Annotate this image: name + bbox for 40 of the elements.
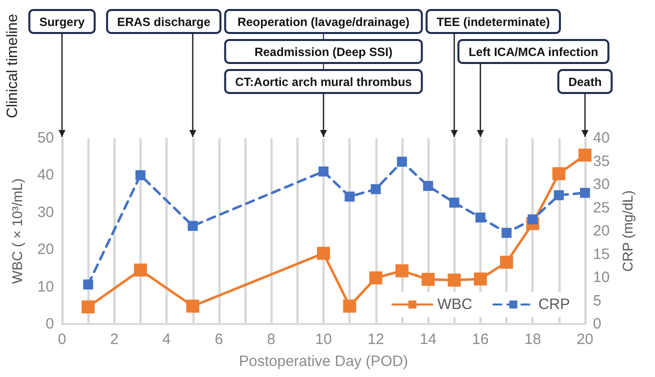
y2-tick-label: 40 [593, 130, 610, 146]
y-tick-label: 0 [46, 316, 54, 332]
ref-line-label: TEE (indeterminate) [436, 15, 550, 29]
x-tick-label: 6 [214, 331, 224, 348]
x-tick-label: 18 [524, 331, 542, 348]
x-tick-label: 16 [472, 331, 489, 348]
y-tick-label: 30 [37, 204, 54, 221]
x-tick-label: 2 [110, 331, 118, 348]
x-tick-label: 12 [367, 331, 384, 348]
y2-tick-label: 25 [593, 199, 610, 216]
x-tick-label: 20 [576, 331, 594, 348]
ref-line-label: ERAS discharge [117, 15, 211, 29]
x-tick-label: 10 [315, 331, 332, 348]
y2-tick-label: 20 [593, 222, 610, 240]
legend-label: CRP [538, 296, 570, 313]
ref-line-label: Reoperation (lavage/drainage) [237, 15, 410, 29]
ref-line-label: Surgery [39, 15, 85, 29]
y2-tick-label: 5 [593, 292, 602, 310]
y2-axis-title: CRP (mg/dL) [620, 190, 636, 272]
y2-tick-label: 30 [593, 176, 610, 193]
legend-label: WBC [437, 296, 472, 313]
y2-tick-label: 15 [593, 246, 610, 263]
y2-tick-label: 0 [593, 316, 602, 332]
x-tick-label: 0 [58, 331, 66, 348]
ref-line-label: CT:Aortic arch mural thrombus [235, 75, 412, 89]
y-axis-title: WBC ( × 10³/mL) [9, 178, 25, 284]
y-tick-label: 40 [37, 166, 54, 184]
text: Clinical timeline [4, 14, 21, 118]
x-tick-label: 8 [267, 331, 276, 348]
y-tick-label: 20 [37, 241, 54, 258]
x-tick-label: 14 [420, 331, 436, 348]
ref-line-label: Readmission (Deep SSI) [254, 45, 393, 59]
ref-line-label: Left ICA/MCA infection [468, 45, 598, 59]
ref-line-label: Death [568, 75, 602, 89]
x-tick-label: 4 [162, 331, 171, 348]
x-axis-title: Postoperative Day (POD) [238, 353, 408, 370]
y-tick-label: 10 [37, 278, 54, 296]
y2-tick-label: 35 [593, 152, 610, 170]
y2-tick-label: 10 [593, 269, 610, 286]
y-tick-label: 50 [37, 130, 54, 146]
